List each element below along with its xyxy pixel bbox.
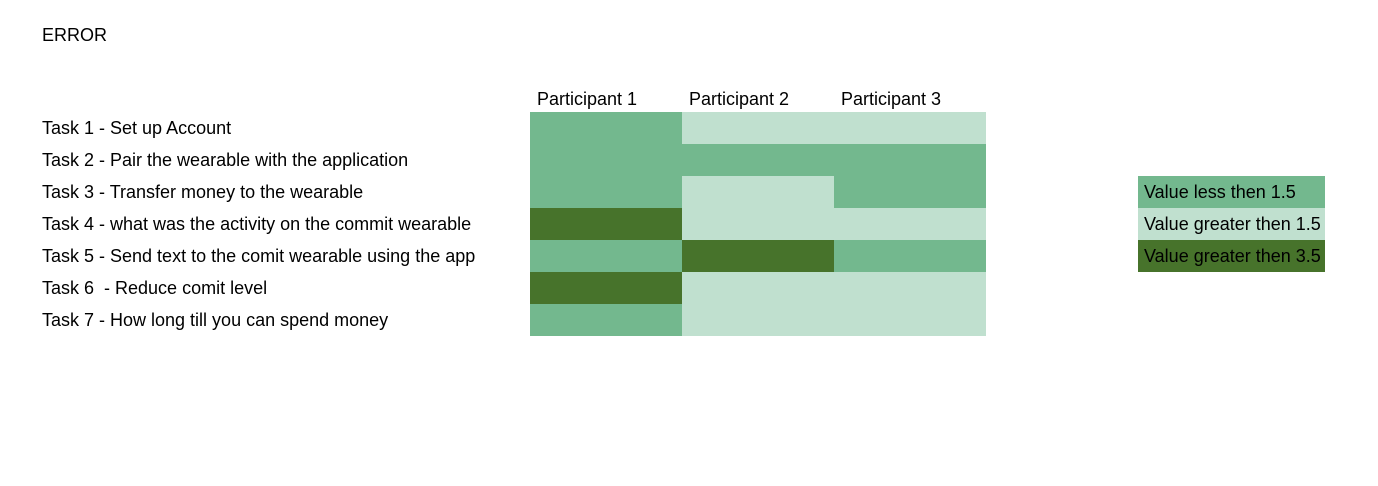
column-header: Participant 1 [537, 89, 638, 109]
heatmap-cell [682, 240, 834, 272]
legend-swatch [1138, 176, 1325, 208]
row-label: Task 3 - Transfer money to the wearable [42, 182, 364, 202]
row-label: Task 5 - Send text to the comit wearable… [42, 246, 476, 266]
legend-label: Value greater then 3.5 [1144, 246, 1321, 266]
row-label: Task 1 - Set up Account [42, 118, 232, 138]
heatmap-cell [530, 176, 682, 208]
heatmap-cell [530, 144, 682, 176]
row-label: Task 6 - Reduce comit level [42, 278, 268, 298]
heatmap-cell [834, 208, 986, 240]
heatmap-cell [530, 272, 682, 304]
heatmap-cell [530, 304, 682, 336]
legend-label: Value less then 1.5 [1144, 182, 1296, 202]
row-label: Task 2 - Pair the wearable with the appl… [42, 150, 409, 170]
heatmap-cell [682, 144, 834, 176]
heatmap-cell [834, 112, 986, 144]
heatmap-cell [682, 208, 834, 240]
heatmap-cell [682, 112, 834, 144]
column-header: Participant 3 [841, 89, 942, 109]
row-label: Task 4 - what was the activity on the co… [42, 214, 472, 234]
heatmap-cell [834, 240, 986, 272]
heatmap-cell [530, 208, 682, 240]
heatmap-cell [682, 176, 834, 208]
heatmap-cell [530, 112, 682, 144]
chart-title: ERROR [42, 25, 108, 45]
heatmap-cell [682, 304, 834, 336]
legend-label: Value greater then 1.5 [1144, 214, 1321, 234]
row-label: Task 7 - How long till you can spend mon… [42, 310, 389, 330]
column-header: Participant 2 [689, 89, 790, 109]
heatmap-cell [834, 272, 986, 304]
heatmap-cell [530, 240, 682, 272]
heatmap-cell [834, 176, 986, 208]
heatmap-cell [682, 272, 834, 304]
legend-swatch [1138, 208, 1325, 240]
heatmap-cell [834, 144, 986, 176]
legend-swatch [1138, 240, 1325, 272]
heatmap-cell [834, 304, 986, 336]
